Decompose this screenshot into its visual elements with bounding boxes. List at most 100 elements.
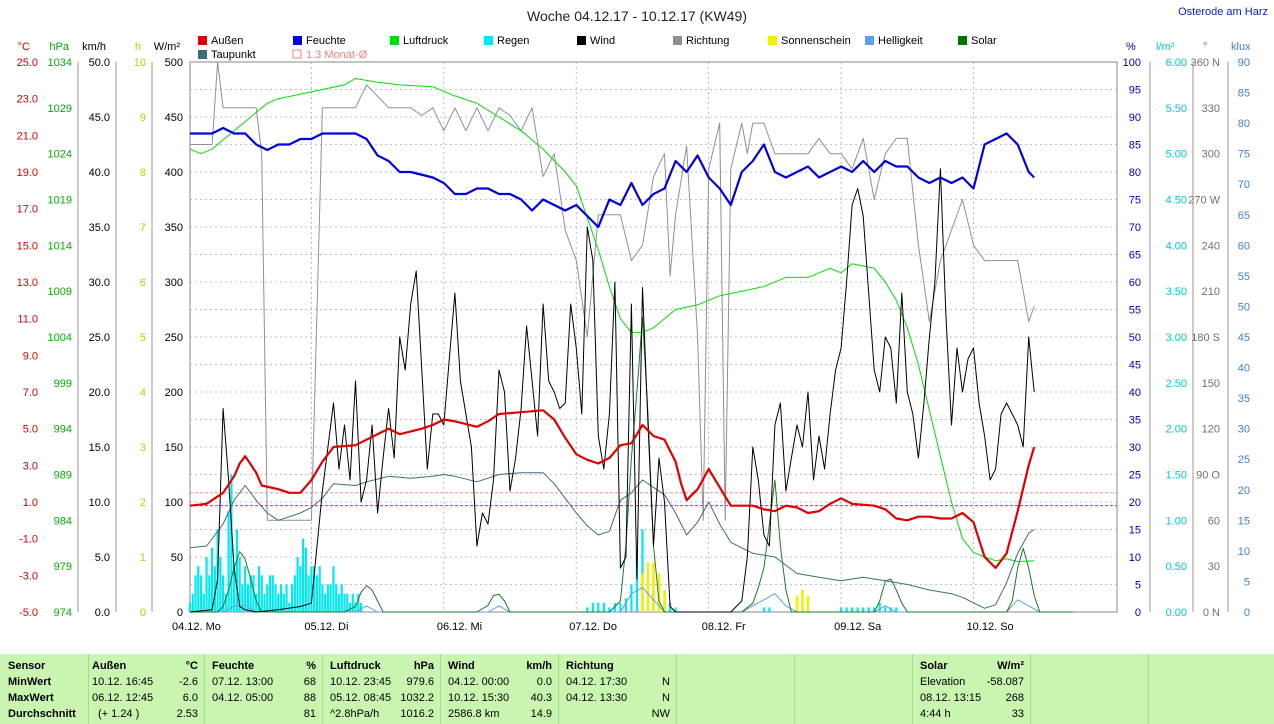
solar-header: Solar — [920, 660, 948, 672]
rain-bar — [597, 602, 600, 612]
day-label: 07.12. Do — [569, 621, 617, 633]
day-label: 04.12. Mo — [172, 621, 221, 633]
solar-unit: W/m² — [154, 41, 181, 53]
axis-tick-label: -1.0 — [19, 534, 38, 546]
rain-bar — [260, 575, 263, 612]
rain-bar — [299, 566, 302, 612]
sunshine-bar — [663, 590, 666, 612]
rain-bar — [199, 575, 203, 612]
rain-bar — [188, 602, 192, 612]
rain-bar — [313, 566, 316, 612]
axis-tick-label: 20 — [1238, 485, 1250, 497]
legend-label: Luftdruck — [403, 35, 449, 47]
avg-label: Durchschnitt — [8, 708, 76, 720]
axis-tick-label: 0 — [1244, 607, 1250, 619]
axis-tick-label: 4 — [140, 387, 146, 399]
stats-empty-3 — [1030, 654, 1149, 724]
axis-tick-label: 360 N — [1191, 57, 1220, 69]
plot-area — [188, 61, 1073, 613]
sunshine-bar — [806, 595, 810, 612]
axis-tick-label: 19.0 — [17, 167, 38, 179]
axis-tick-label: 30 — [1208, 561, 1220, 573]
axis-tick-label: 85 — [1129, 140, 1141, 152]
axis-tick-label: 40.0 — [89, 167, 110, 179]
direction-unit: ° — [1203, 41, 1207, 53]
aussen-avg-note: (+ 1.24 ) — [98, 708, 140, 720]
wind-max-time: 10.12. 15:30 — [448, 692, 510, 704]
legend-label: Regen — [497, 35, 529, 47]
axis-tick-label: 70 — [1129, 222, 1141, 234]
legend: Außen Taupunkt Feuchte 1.3 Monat-Ø Luftdruck… — [198, 35, 997, 61]
rain-bar — [354, 602, 357, 612]
axis-tick-label: 35 — [1129, 415, 1141, 427]
axis-tick-label: 60 — [1238, 240, 1250, 252]
axis-tick-label: 2.50 — [1166, 378, 1187, 390]
axis-tick-label: 999 — [54, 378, 72, 390]
axis-tick-label: 210 — [1202, 286, 1220, 298]
axis-tick-label: 120 — [1202, 424, 1220, 436]
axis-tick-label: 45 — [1238, 332, 1250, 344]
axis-tick-label: 5 — [140, 332, 146, 344]
series-luftdruck-line — [189, 78, 1035, 563]
day-label: 05.12. Di — [304, 621, 348, 633]
rain-bar — [268, 575, 272, 612]
axis-tick-label: 20 — [1129, 497, 1141, 509]
axis-tick-label: 5 — [1244, 576, 1250, 588]
chart-title: Woche 04.12.17 - 10.12.17 (KW49) — [527, 8, 747, 24]
rain-bar — [348, 602, 352, 612]
rain-bar — [674, 607, 677, 612]
rain-bar — [238, 557, 241, 612]
solar-duration: 4:44 h — [920, 708, 951, 720]
axis-tick-label: 1009 — [48, 286, 72, 298]
axis-tick-label: 8 — [140, 167, 146, 179]
axis-tick-label: 0 — [1135, 607, 1141, 619]
rain-bar — [602, 602, 605, 612]
rain-bar — [279, 584, 283, 612]
solar-avg: 33 — [1011, 708, 1024, 720]
axis-tick-label: 5.50 — [1166, 103, 1187, 115]
rain-bar — [205, 557, 208, 612]
legend-label: Feuchte — [306, 35, 346, 47]
solar-elevation-label: Elevation — [920, 676, 966, 688]
rain-bar — [346, 593, 349, 612]
axis-tick-label: 35 — [1238, 393, 1250, 405]
series-solar-line — [190, 316, 1073, 613]
sunshine-bar — [795, 595, 799, 612]
plot-border — [189, 61, 1118, 613]
rain-bar — [288, 602, 291, 612]
stats-empty-1 — [676, 654, 795, 724]
axis-tick-label: 2 — [140, 497, 146, 509]
legend-label: Helligkeit — [878, 35, 923, 47]
axis-tick-label: 75 — [1238, 149, 1250, 161]
axis-tick-label: 200 — [165, 387, 183, 399]
axis-tick-label: 5 — [1135, 580, 1141, 592]
solar-max-time: 08.12. 13:15 — [920, 692, 982, 704]
feuchte-max: 88 — [303, 692, 316, 704]
grid — [189, 61, 1118, 613]
rain-bar — [277, 593, 280, 612]
axis-tick-label: 150 — [1202, 378, 1220, 390]
richtung-max: N — [662, 692, 670, 704]
series-feuchte-line — [190, 126, 1035, 229]
luftdruck-max-time: 05.12. 08:45 — [330, 692, 392, 704]
legend-swatch — [865, 36, 874, 45]
rain-bar — [359, 602, 363, 612]
luftdruck-min-time: 10.12. 23:45 — [330, 676, 392, 688]
legend-swatch — [198, 50, 207, 59]
richtung-min-time: 04.12. 17:30 — [566, 676, 628, 688]
aussen-avg: 2.53 — [176, 708, 198, 720]
axis-tick-label: 1019 — [48, 195, 72, 207]
sunshine-bar — [657, 573, 661, 612]
rain-bar — [315, 575, 319, 612]
max-label: MaxWert — [8, 692, 54, 704]
rain-bar — [282, 593, 285, 612]
rain-bar — [873, 607, 876, 612]
rain-bar — [884, 607, 887, 612]
axis-tick-label: 250 — [165, 332, 183, 344]
axis-tick-label: -5.0 — [19, 607, 38, 619]
axis-tick-label: 994 — [54, 424, 72, 436]
axis-tick-label: 100 — [1123, 57, 1141, 69]
rain-bar — [889, 607, 892, 612]
sensor-header: Sensor — [8, 660, 46, 672]
axis-tick-label: 21.0 — [17, 130, 38, 142]
